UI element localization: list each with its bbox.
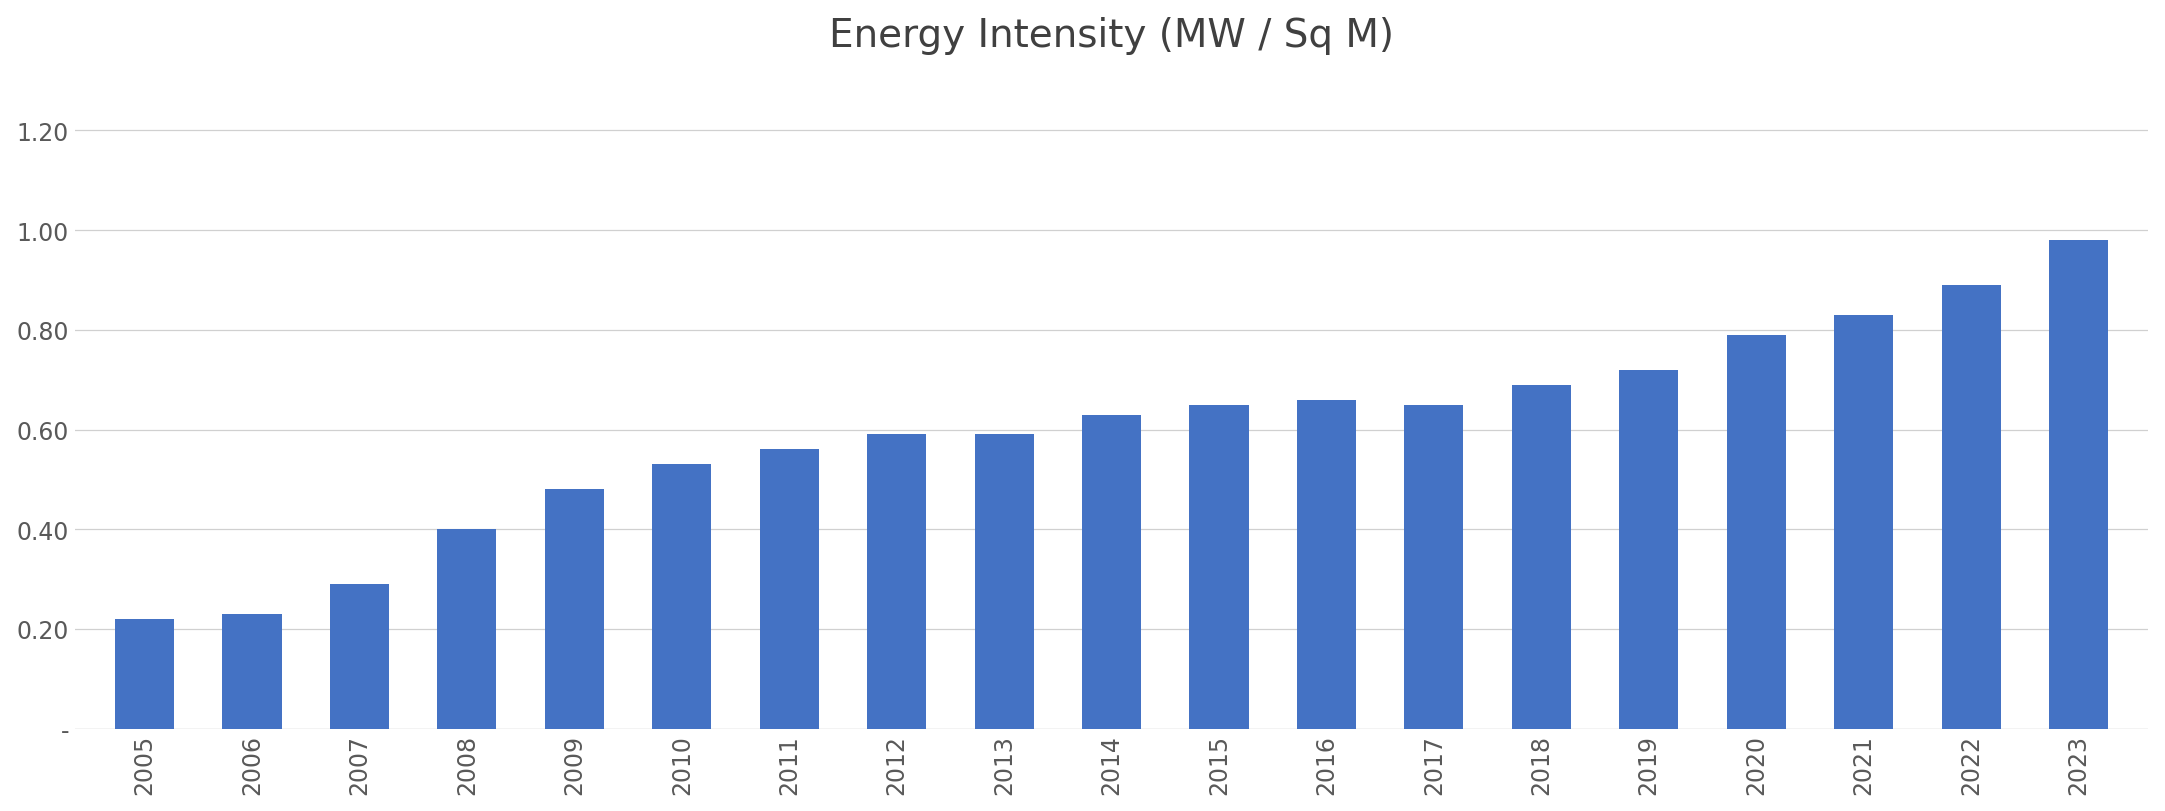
Bar [652,465,712,728]
Bar [546,490,604,728]
Bar [1834,315,1892,728]
Bar [1405,405,1464,728]
Bar [2048,241,2109,728]
Bar [223,614,281,728]
Bar [329,584,390,728]
Bar [1619,371,1678,728]
Bar [1297,400,1355,728]
Title: Energy Intensity (MW / Sq M): Energy Intensity (MW / Sq M) [829,17,1394,54]
Bar [1942,285,2000,728]
Bar [1728,336,1786,728]
Bar [868,435,927,728]
Bar [1082,415,1141,728]
Bar [1511,385,1572,728]
Bar [760,450,818,728]
Bar [437,530,496,728]
Bar [115,619,173,728]
Bar [974,435,1033,728]
Bar [1189,405,1249,728]
